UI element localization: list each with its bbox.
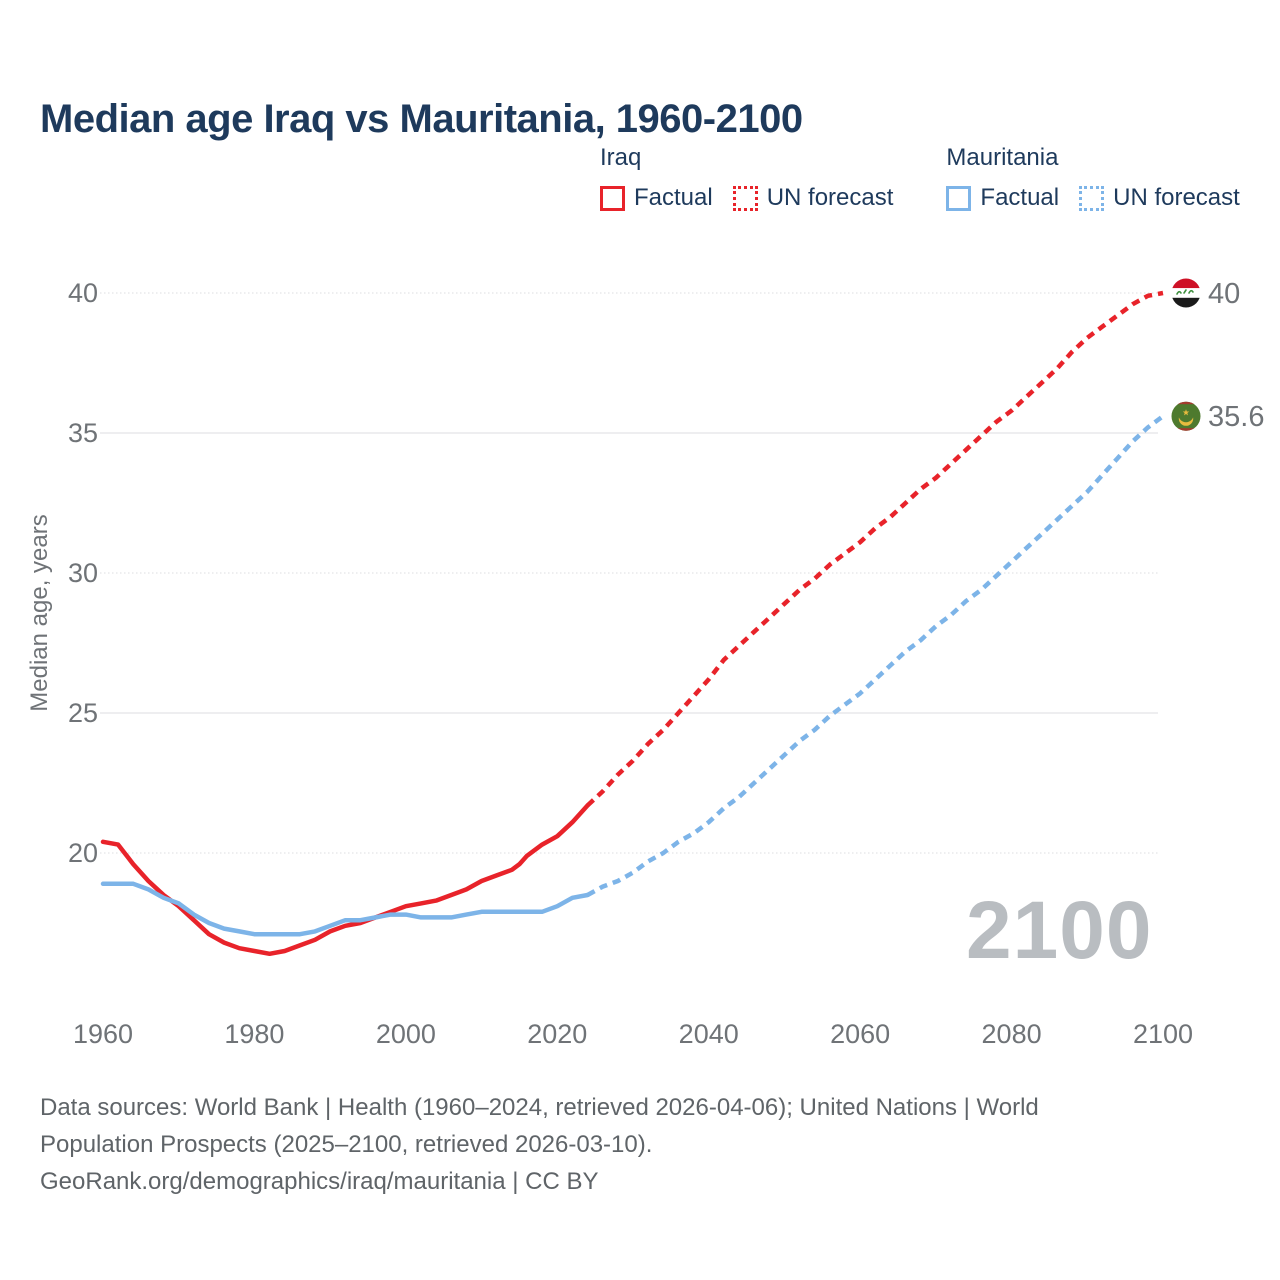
y-tick-label-40: 40 — [68, 278, 98, 308]
footer: Data sources: World Bank | Health (1960–… — [40, 1089, 1039, 1200]
mauritania-factual-line — [100, 881, 590, 937]
mauritania-factual-swatch-icon — [946, 185, 972, 211]
y-tick-label-35: 35 — [68, 418, 98, 448]
iraq-end-value-label: 40 — [1208, 278, 1240, 310]
page-title: Median age Iraq vs Mauritania, 1960-2100 — [40, 96, 803, 141]
x-tick-label-2080: 2080 — [982, 1019, 1042, 1049]
mauritania-end-value-label: 35.6 — [1208, 401, 1264, 433]
data-sources-text-line2: Population Prospects (2025–2100, retriev… — [40, 1131, 653, 1158]
x-tick-label-2100: 2100 — [1133, 1019, 1193, 1049]
watermark-year: 2100 — [966, 885, 1153, 976]
legend-item-label: UN forecast — [1113, 184, 1240, 211]
legend-item-mauritania-forecast: UN forecast — [1079, 184, 1240, 212]
legend-group-mauritania-name: Mauritania — [946, 144, 1059, 171]
x-tick-label-2000: 2000 — [376, 1019, 436, 1049]
iraq-forecast-swatch-icon — [732, 185, 758, 211]
legend-group-mauritania: Mauritania Factual UN forecast — [946, 144, 1259, 212]
y-tick-label-30: 30 — [68, 558, 98, 588]
iraq-factual-swatch-icon — [600, 185, 625, 211]
legend-group-iraq: Iraq Factual UN forecast — [600, 144, 913, 212]
iraq-flag-icon — [1171, 278, 1201, 308]
legend: Iraq Factual UN forecast Mauritania Fact… — [600, 144, 1260, 212]
iraq-forecast-line — [586, 290, 1164, 808]
legend-row-mauritania: Factual UN forecast — [946, 184, 1259, 212]
legend-row-iraq: Factual UN forecast — [600, 184, 913, 212]
x-tick-label-1960: 1960 — [73, 1019, 133, 1049]
chart-canvas: 40 35 30 25 20 1960 1980 2000 2020 2040 2060 2080 21… — [68, 278, 1265, 1049]
source-url-text: GeoRank.org/demographics/iraq/mauritania… — [40, 1168, 599, 1195]
x-tick-label-2060: 2060 — [830, 1019, 890, 1049]
legend-item-label: UN forecast — [766, 184, 894, 211]
mauritania-flag-icon — [1171, 401, 1201, 431]
legend-item-label: Factual — [634, 184, 713, 211]
legend-group-iraq-name: Iraq — [600, 144, 642, 171]
iraq-factual-line — [100, 803, 590, 957]
legend-item-mauritania-factual: Factual — [946, 184, 1059, 212]
y-tick-label-25: 25 — [68, 698, 98, 728]
mauritania-forecast-line — [586, 414, 1165, 897]
legend-item-label: Factual — [980, 184, 1060, 211]
legend-item-iraq-forecast: UN forecast — [732, 184, 894, 212]
y-tick-label-20: 20 — [68, 838, 98, 868]
x-tick-label-2020: 2020 — [527, 1019, 587, 1049]
data-sources-text-line1: Data sources: World Bank | Health (1960–… — [40, 1094, 1039, 1121]
x-tick-label-1980: 1980 — [224, 1019, 284, 1049]
legend-item-iraq-factual: Factual — [600, 184, 713, 212]
x-tick-label-2040: 2040 — [679, 1019, 739, 1049]
mauritania-forecast-swatch-icon — [1079, 185, 1105, 211]
